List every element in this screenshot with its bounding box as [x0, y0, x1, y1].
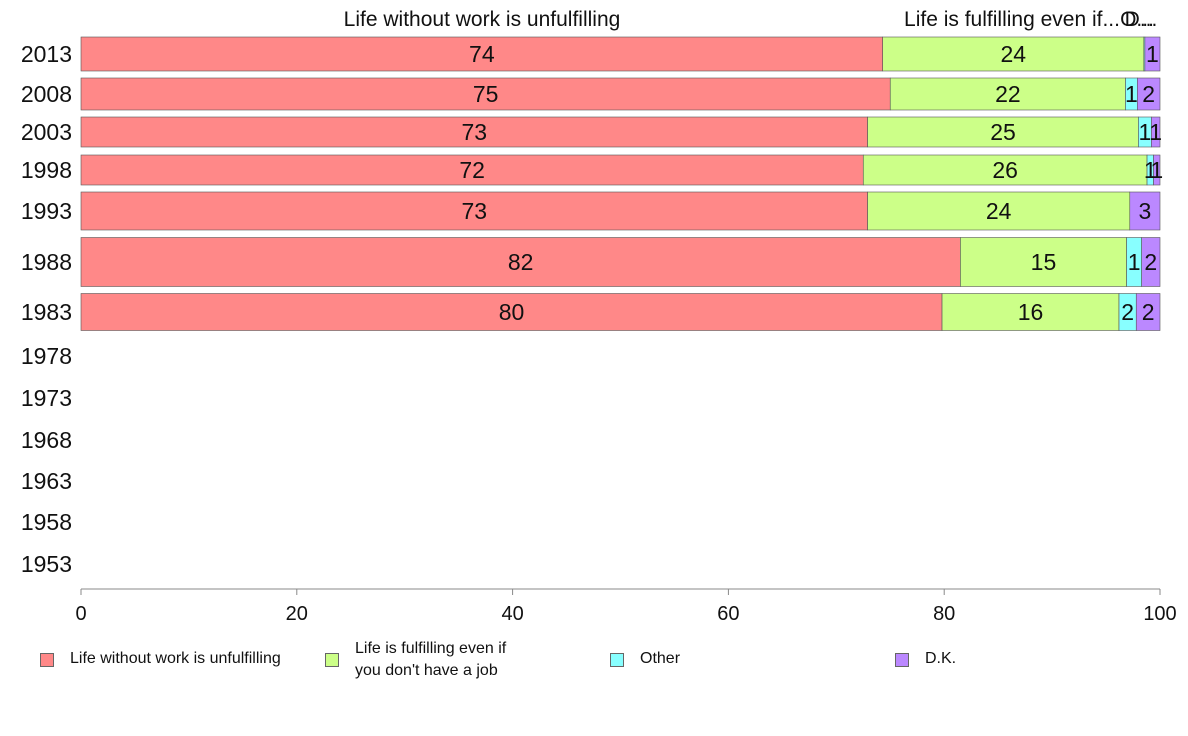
- bar-segment: [1141, 237, 1161, 287]
- y-tick-label: 1978: [21, 343, 72, 369]
- bar-segment: [1129, 191, 1161, 231]
- y-tick-label: 1958: [21, 509, 72, 535]
- bar-segment: [941, 293, 1120, 331]
- top-segment-label: Life without work is unfulfilling: [344, 8, 621, 31]
- bar-value-label: 1: [1150, 157, 1163, 183]
- bar-value-label: 3: [1138, 198, 1151, 224]
- bar-value-label: 24: [1000, 41, 1026, 67]
- top-labels: Life without work is unfulfilling Life is…: [344, 8, 1158, 31]
- bar-value-label: 75: [473, 81, 499, 107]
- x-tick-label: 40: [501, 603, 523, 625]
- bar-value-label: 72: [459, 157, 485, 183]
- bar-value-label: 2: [1142, 81, 1155, 107]
- bar-segment: [1135, 293, 1161, 331]
- legend-label: Life without work is unfulfilling: [70, 650, 281, 667]
- x-tick-label: 100: [1143, 603, 1176, 625]
- y-tick-label: 2003: [21, 119, 72, 145]
- y-tick-label: 1998: [21, 157, 72, 183]
- bar-segment: [80, 116, 868, 148]
- legend-item-other: Other: [610, 636, 680, 670]
- bar-segment: [882, 36, 1145, 72]
- legend-label: Life is fulfilling even if you don't hav…: [355, 640, 507, 679]
- bar-value-label: 74: [469, 41, 495, 67]
- bar-segment: [1144, 36, 1161, 72]
- x-tick-label: 80: [933, 603, 955, 625]
- bar-value-label: 1: [1128, 249, 1141, 275]
- bar-value-label: 2: [1121, 299, 1134, 325]
- bar-segment: [80, 293, 943, 331]
- top-segment-label: D...: [1125, 8, 1158, 31]
- bar-value-label: 25: [990, 119, 1016, 145]
- bar-segment: [862, 154, 1148, 186]
- bar-value-label: 1: [1146, 41, 1159, 67]
- y-tick-label: 1983: [21, 299, 72, 325]
- bar-value-label: 15: [1031, 249, 1057, 275]
- bar-value-label: 2: [1142, 299, 1155, 325]
- top-segment-label: O...: [1120, 8, 1154, 31]
- x-axis: 0 20 40 60 80 100: [75, 588, 1177, 625]
- bar-segment: [960, 237, 1127, 287]
- bar-segment: [867, 191, 1131, 231]
- y-tick-label: 1953: [21, 551, 72, 577]
- bar-segment: [80, 191, 868, 231]
- legend-item-fulfilling: Life is fulfilling even if you don't hav…: [325, 636, 506, 682]
- bar-value-label: 82: [508, 249, 534, 275]
- legend-item-unfulfilling: Life without work is unfulfilling: [40, 636, 281, 670]
- bar-value-label: 24: [986, 198, 1012, 224]
- x-tick-label: 0: [75, 603, 86, 625]
- y-tick-label: 2008: [21, 81, 72, 107]
- y-tick-label: 1988: [21, 249, 72, 275]
- bar-segment: [80, 237, 961, 287]
- legend-item-dk: D.K.: [895, 636, 956, 670]
- bar-segment: [1153, 154, 1161, 186]
- y-tick-label: 1963: [21, 468, 72, 494]
- legend-label: Other: [640, 650, 681, 667]
- bar-value-label: 73: [461, 198, 487, 224]
- bar-value-label: 16: [1018, 299, 1044, 325]
- x-tick-label: 60: [717, 603, 739, 625]
- legend-swatch: [610, 653, 624, 667]
- bar-value-label: 22: [995, 81, 1021, 107]
- bar-value-label: 1: [1125, 81, 1138, 107]
- top-segment-label: Life is fulfilling even if...: [904, 8, 1120, 31]
- bar-segment: [80, 77, 891, 111]
- bar-value-label: 1: [1149, 119, 1162, 145]
- legend-label: D.K.: [925, 650, 957, 667]
- bar-value-label: 2: [1144, 249, 1157, 275]
- y-tick-label: 1968: [21, 427, 72, 453]
- y-tick-label: 2013: [21, 41, 72, 67]
- legend-swatch: [325, 653, 339, 667]
- bar-value-label: 80: [499, 299, 525, 325]
- y-axis-labels: 2013 2008 2003 1998 1993 1988 1983 1978 1973 1968…: [21, 41, 72, 577]
- bar-segment: [1137, 77, 1161, 111]
- bar-value-label: 26: [992, 157, 1018, 183]
- bar-value-label: 1: [1138, 119, 1151, 145]
- y-tick-label: 1993: [21, 198, 72, 224]
- y-tick-label: 1973: [21, 385, 72, 411]
- x-tick-label: 20: [286, 603, 308, 625]
- legend: Life without work is unfulfilling Life i…: [0, 636, 1188, 696]
- bar-segment: [867, 116, 1139, 148]
- legend-swatch: [40, 653, 54, 667]
- bar-segment: [1151, 116, 1161, 148]
- legend-swatch: [895, 653, 909, 667]
- bar-value-label: 73: [461, 119, 487, 145]
